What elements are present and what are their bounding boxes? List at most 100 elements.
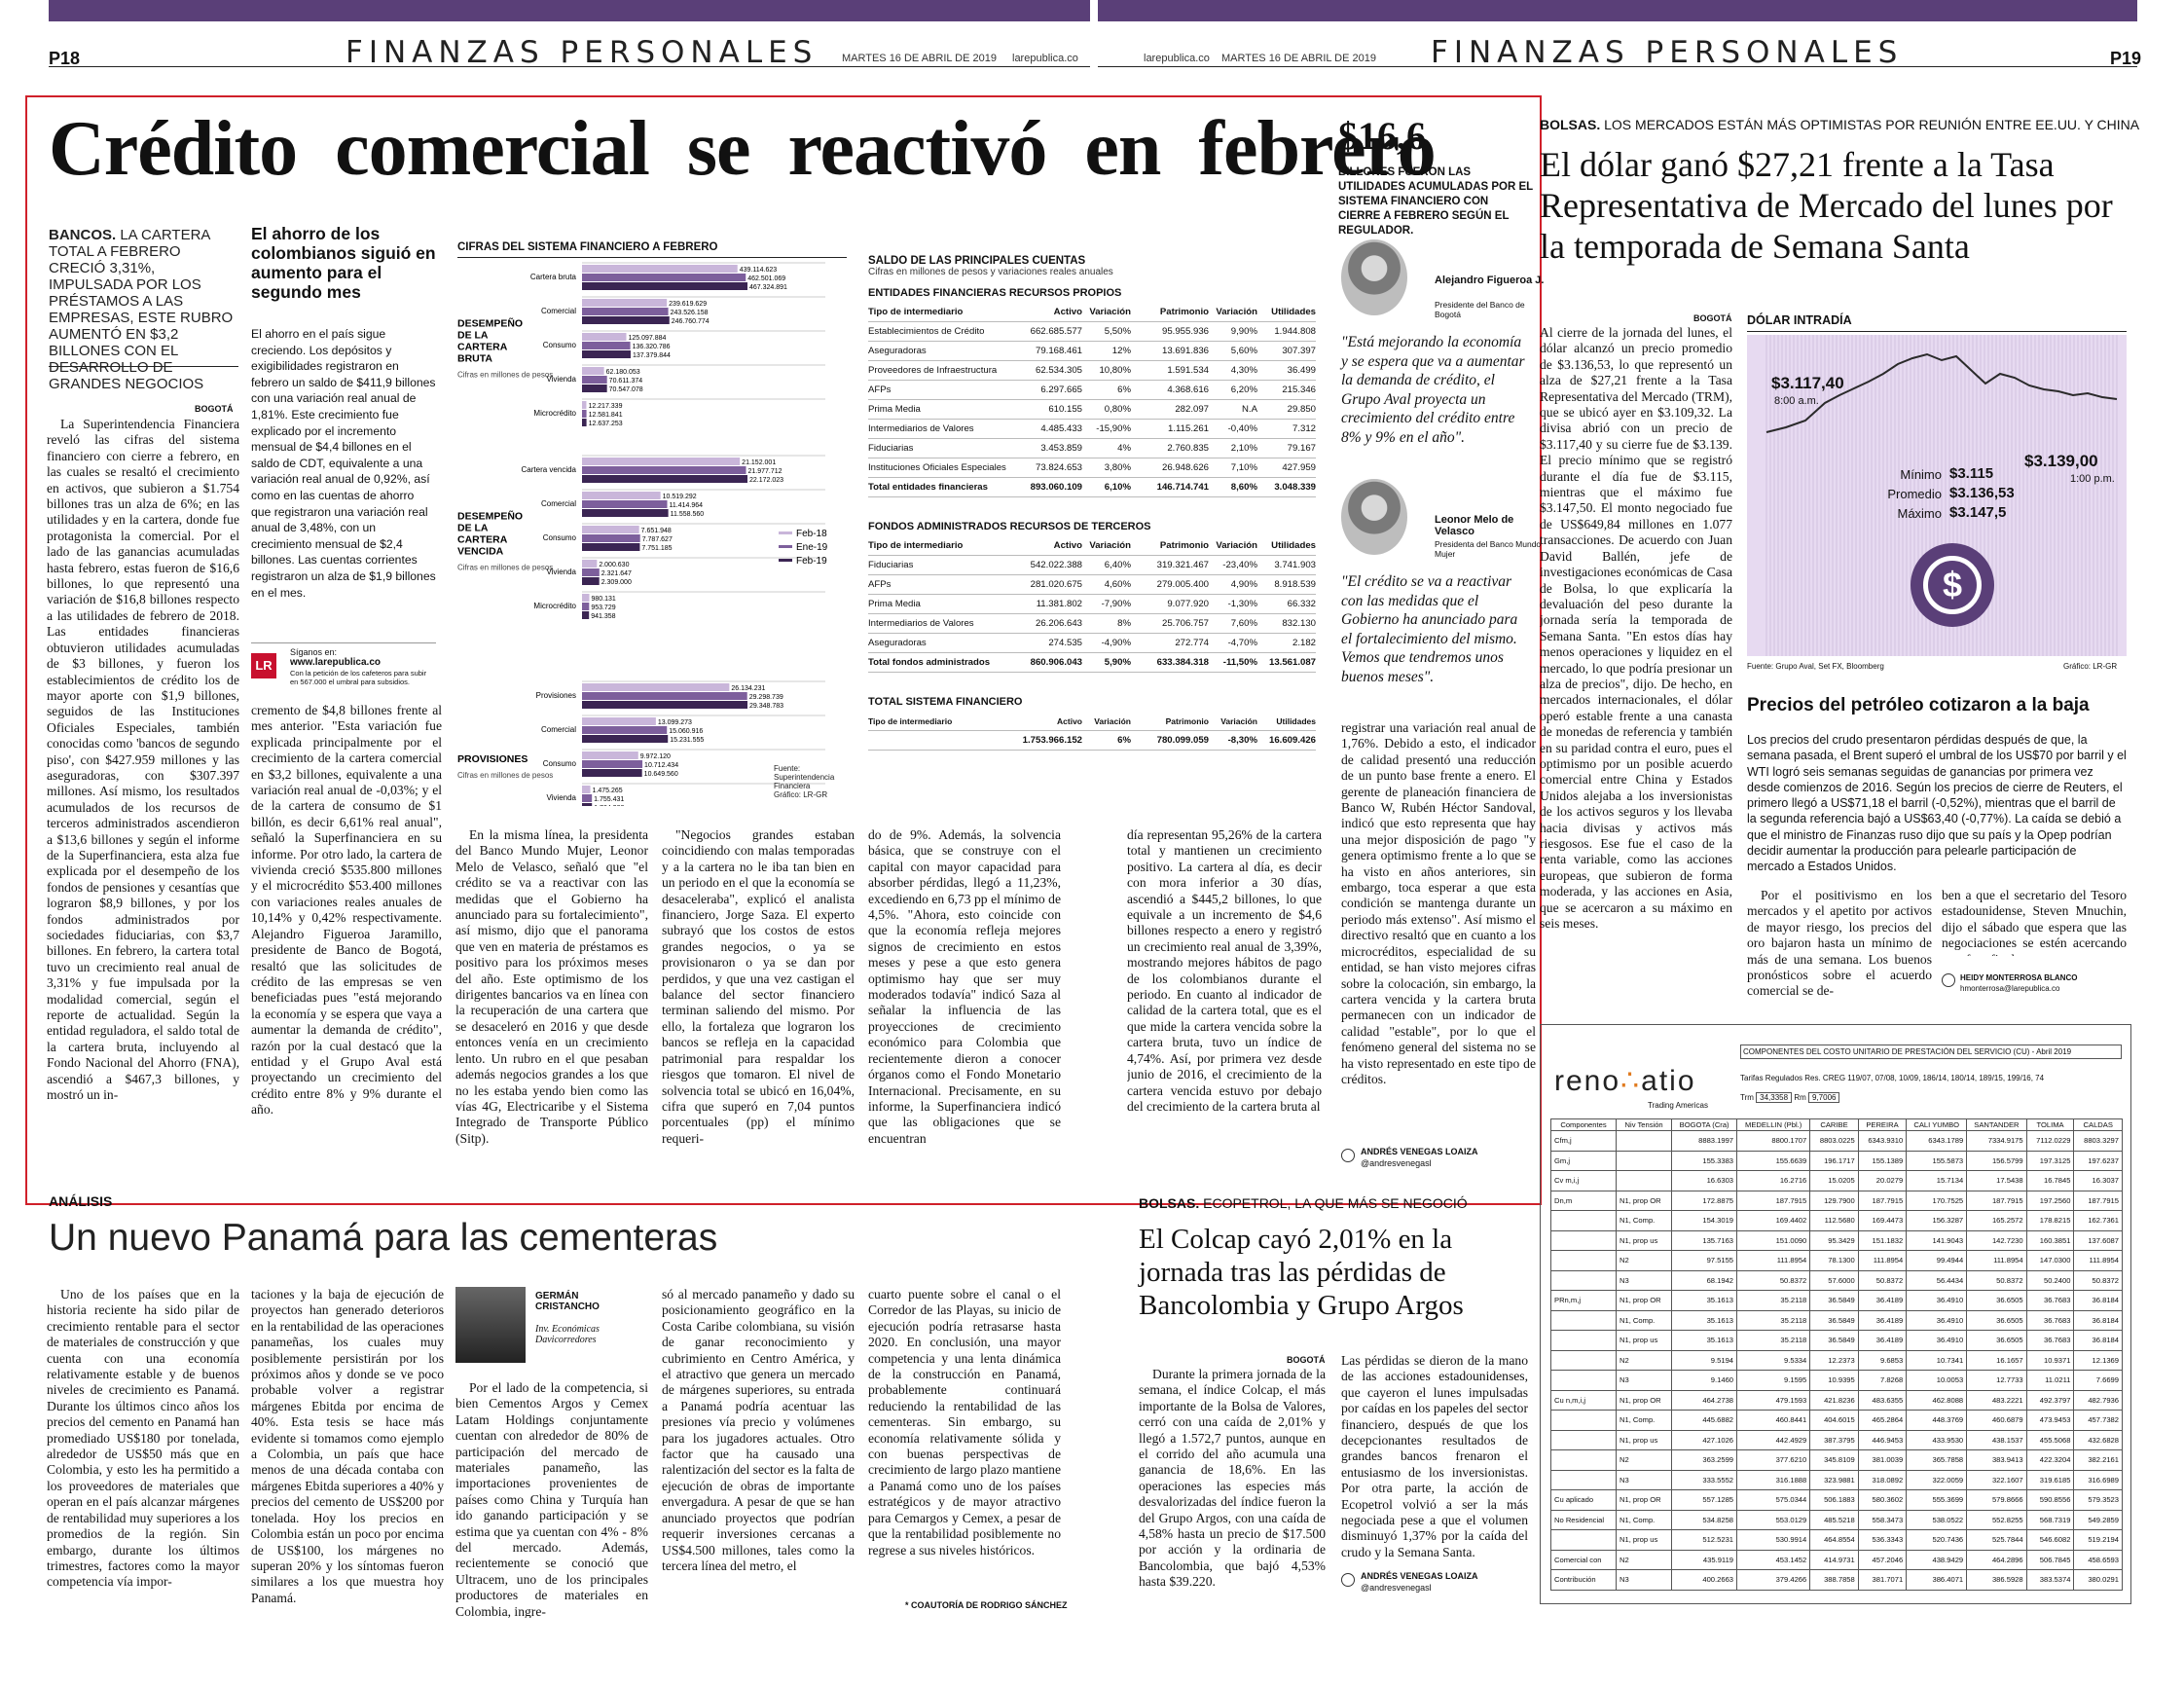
chart-group-unit: Cifras en millones de pesos [457,564,553,572]
table-cell: Cv m,i,j [1550,1170,1617,1191]
main-author-handle[interactable]: @andresvenegasl [1361,1158,1432,1168]
table-row: N1, Comp. 35.1613 35.2118 36.5849 36.4189 36.… [1550,1309,2123,1331]
table-cell: N3 [1615,1370,1673,1391]
table-cell: 281.020.675 [1030,579,1082,590]
chart-bar [582,717,656,725]
chart-bar-label: 62.180.053 [606,369,640,376]
table-cell: 36.4189 [1857,1290,1908,1311]
analisis-title: Un nuevo Panamá para las cementeras [49,1217,718,1259]
twitter-icon [1341,1149,1355,1162]
colcap-kicker: BOLSAS. ECOPETROL, LA QUE MÁS SE NEGOCIÓ [1139,1195,1468,1211]
chart-title: CIFRAS DEL SISTEMA FINANCIERO A FEBRERO [457,241,718,253]
table-cell: 3.453.859 [1040,443,1082,454]
table-cell: 485.5218 [1809,1509,1859,1530]
table-cell: 6,20% [1230,385,1257,395]
table-cell: 1.753.966.152 [1022,735,1082,746]
table-cell: 12.7733 [1966,1370,2027,1391]
table-row: AFPs 6.297.665 6% 4.368.616 6,20% 215.346 [868,381,1316,400]
table-cell: 386.5928 [1966,1569,2027,1591]
table-cell: 7,10% [1230,462,1257,473]
table-cell: 11.0211 [2025,1370,2075,1391]
renovatio-logo-part1: reno [1554,1065,1621,1097]
chart-bar [582,683,730,691]
table-header-cell: MEDELLIN (Pbl.) [1736,1118,1811,1131]
table-cell: 1.591.534 [1167,365,1209,376]
chart-category-label: Cartera bruta [530,273,577,281]
table-row: Total fondos administrados 860.906.043 5,9… [868,653,1316,673]
table-cell: 187.7915 [1966,1190,2027,1211]
table-cell: 534.8258 [1671,1509,1738,1530]
table-cell: 7.312 [1292,423,1316,434]
table-cell: N1, prop OR [1615,1389,1673,1411]
table-cell [1550,1529,1617,1551]
table-cell [1550,1469,1617,1490]
table-cell: 8803.3297 [2073,1130,2123,1152]
table-cell: Aseguradoras [868,346,927,356]
table-row: 1.753.966.152 6% 780.099.059 -8,30% 16.609.4… [868,731,1316,751]
highlight-caption: BILLONES FUERON LAS UTILIDADES ACUMULADA… [1338,166,1533,237]
chart-bar [582,769,642,777]
promo-url[interactable]: www.larepublica.co [290,657,381,668]
chart-category-label: Comercial [541,725,576,734]
table-cell: 50.8372 [2073,1269,2123,1291]
colcap-author-handle[interactable]: @andresvenegasl [1361,1583,1432,1593]
renovatio-rm-value: 9,7006 [1808,1092,1840,1103]
chart-bar [582,794,593,802]
chart-bar [582,786,591,793]
chart-bar [582,274,746,281]
table-cell: 155.3383 [1671,1150,1738,1171]
table-cell: 388.7858 [1809,1569,1859,1591]
chart-category-label: Vivienda [546,793,576,802]
promo-label: Síganos en: [290,647,338,657]
table-cell: 319.321.467 [1156,560,1209,570]
chart-bar [582,543,640,551]
table-cell: 506.1883 [1809,1489,1859,1511]
table-header-cell: TOLIMA [2025,1118,2075,1131]
chart-bar-label: 15.060.916 [669,728,703,735]
table-cell: N1, Comp. [1615,1509,1673,1530]
table-cell: 381.7071 [1857,1569,1908,1591]
table-cell: 465.2864 [1857,1410,1908,1431]
table-cell: 464.2896 [1966,1549,2027,1570]
table-header-cell: SANTANDER [1966,1118,2027,1131]
quote1-role: Presidente del Banco de Bogotá [1435,300,1525,319]
table-cell: -8,30% [1227,735,1257,746]
table-cell: Aseguradoras [868,638,927,648]
table-cell: 111.8954 [2073,1250,2123,1271]
chart-bar-label: 941.358 [591,613,615,620]
analisis-col-4: só al mercado panameño y dado su posicio… [662,1287,855,1573]
chart-bar-label: 1.475.265 [593,788,623,794]
table-cell: 20.0279 [1857,1170,1908,1191]
table-cell: 160.3851 [2025,1229,2075,1251]
table-cell: 316.6989 [2073,1469,2123,1490]
table-cell: 12.2373 [1809,1349,1859,1371]
petroleo-author-handle[interactable]: hmonterrosa@larepublica.co [1960,984,2060,993]
table-cell: Patrimonio [1159,307,1209,317]
table-cell: 8803.0225 [1809,1130,1859,1152]
quote1-text: "Está mejorando la economía y se espera … [1341,334,1525,446]
dollar-chart-title: DÓLAR INTRADÍA [1747,313,1852,327]
table-cell: 111.8954 [1857,1250,1908,1271]
table-cell: 169.4473 [1857,1210,1908,1231]
chart-bar-label: 29.298.739 [749,694,783,701]
chart-bar-label: 246.760.774 [672,318,710,325]
table-cell: 445.6882 [1671,1410,1738,1431]
chart-bar [582,410,587,418]
chart-bar [582,560,598,568]
renovatio-trm-label: Trm [1740,1093,1754,1102]
analisis-label: ANÁLISIS [49,1193,113,1209]
main-col-4: "Negocios grandes estaban coincidiendo c… [662,827,855,1146]
table-cell: 538.0522 [1906,1509,1968,1530]
renovatio-trm-value: 34,3358 [1756,1092,1793,1103]
table-cell: Prima Media [868,404,921,415]
table-row: N1, prop us 512.5231 530.9914 464.8554 536.3… [1550,1529,2123,1551]
table-cell: 380.0291 [2073,1569,2123,1591]
table-cell: 8% [1117,618,1131,629]
table-cell: 141.9043 [1906,1229,1968,1251]
table-row: No Residencial N1, Comp. 534.8258 553.0129 4… [1550,1509,2123,1530]
table-row: Intermediarios de Valores 26.206.643 8% 25.… [868,614,1316,634]
table-cell: 50.8372 [1966,1269,2027,1291]
table-cell: 432.6828 [2073,1429,2123,1450]
table-cell: 400.2663 [1671,1569,1738,1591]
table-cell: 633.384.318 [1156,657,1209,668]
